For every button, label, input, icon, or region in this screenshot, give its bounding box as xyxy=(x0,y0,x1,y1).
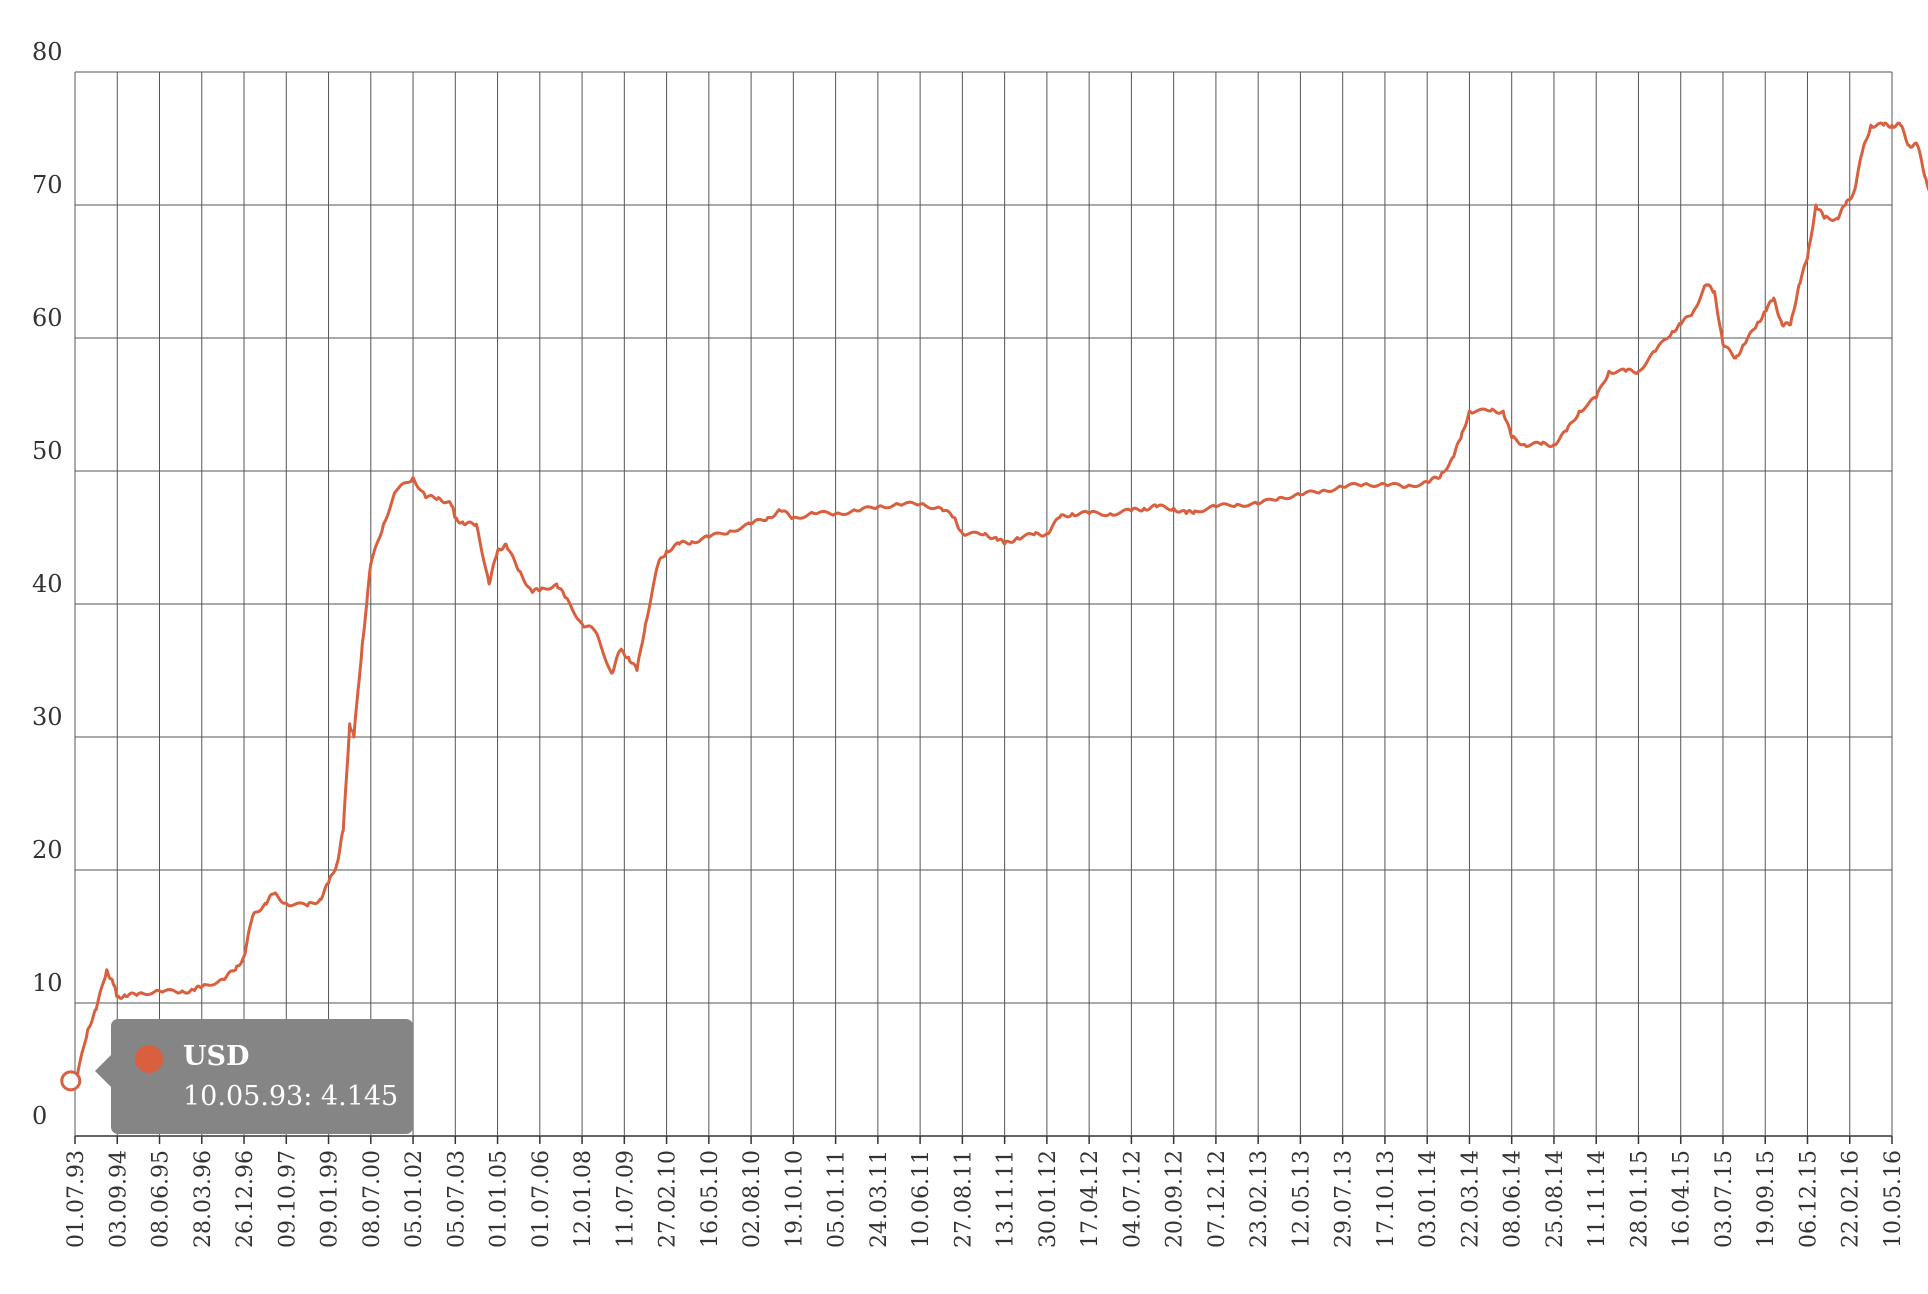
x-tick-label: 12.01.08 xyxy=(571,1150,596,1248)
y-tick-label: 30 xyxy=(32,703,63,731)
series-line-usd xyxy=(70,121,1928,1084)
x-tick-label: 10.06.11 xyxy=(909,1150,934,1248)
x-tick-label: 05.01.02 xyxy=(402,1150,427,1248)
x-tick-label: 25.08.14 xyxy=(1543,1150,1568,1248)
x-tick-label: 23.02.13 xyxy=(1247,1150,1272,1248)
x-tick-label: 03.01.14 xyxy=(1416,1150,1441,1248)
x-tick-label: 29.07.13 xyxy=(1332,1150,1357,1248)
tooltip-series-name: USD xyxy=(183,1041,250,1072)
x-tick-label: 24.03.11 xyxy=(867,1150,892,1248)
x-tick-label: 04.07.12 xyxy=(1120,1150,1145,1248)
y-tick-label: 10 xyxy=(32,969,63,997)
x-tick-label: 19.10.10 xyxy=(782,1150,807,1248)
y-gridlines xyxy=(75,71,1892,1137)
x-tick-label: 11.11.14 xyxy=(1585,1150,1610,1248)
x-tick-label: 09.01.99 xyxy=(318,1150,343,1248)
x-tick-label: 17.04.12 xyxy=(1078,1150,1103,1248)
x-tick-label: 16.04.15 xyxy=(1670,1150,1695,1248)
x-tick-label: 01.07.06 xyxy=(529,1150,554,1248)
x-tick-label: 01.01.05 xyxy=(487,1150,512,1248)
y-tick-label: 70 xyxy=(32,171,63,199)
x-tick-label: 08.06.95 xyxy=(149,1150,174,1248)
y-tick-label: 50 xyxy=(32,437,63,465)
x-tick-label: 28.03.96 xyxy=(191,1150,216,1248)
x-tick-label: 10.05.16 xyxy=(1881,1150,1906,1248)
x-gridlines xyxy=(74,72,1893,1144)
x-tick-label: 07.12.12 xyxy=(1205,1150,1230,1248)
x-tick-label: 03.07.15 xyxy=(1712,1150,1737,1248)
y-tick-label: 60 xyxy=(32,304,63,332)
x-tick-label: 12.05.13 xyxy=(1289,1150,1314,1248)
x-tick-labels: 01.07.93 03.09.94 08.06.95 28.03.96 26.12.96… xyxy=(64,1150,1906,1248)
tooltip-value: 10.05.93: 4.145 xyxy=(183,1081,399,1112)
y-tick-label: 0 xyxy=(32,1102,47,1130)
x-tick-label: 01.07.93 xyxy=(64,1150,89,1248)
x-tick-label: 20.09.12 xyxy=(1163,1150,1188,1248)
hover-point-marker[interactable] xyxy=(60,1070,82,1092)
y-tick-labels: 0 10 20 30 40 50 60 70 80 xyxy=(32,38,63,1130)
x-tick-label: 19.09.15 xyxy=(1754,1150,1779,1248)
x-tick-label: 27.02.10 xyxy=(656,1150,681,1248)
x-tick-label: 08.07.00 xyxy=(360,1150,385,1248)
x-tick-label: 09.10.97 xyxy=(275,1150,300,1248)
x-tick-label: 05.01.11 xyxy=(825,1150,850,1248)
x-tick-label: 06.12.15 xyxy=(1796,1150,1821,1248)
x-tick-label: 22.02.16 xyxy=(1839,1150,1864,1248)
x-tick-label: 03.09.94 xyxy=(106,1150,131,1248)
y-tick-label: 80 xyxy=(32,38,63,66)
series-color-dot xyxy=(135,1045,163,1073)
x-tick-label: 05.07.03 xyxy=(444,1150,469,1248)
tooltip: USD 10.05.93: 4.145 xyxy=(95,1019,413,1134)
x-tick-label: 17.10.13 xyxy=(1374,1150,1399,1248)
x-tick-label: 30.01.12 xyxy=(1036,1150,1061,1248)
x-tick-label: 08.06.14 xyxy=(1501,1150,1526,1248)
x-tick-label: 22.03.14 xyxy=(1458,1150,1483,1248)
y-tick-label: 40 xyxy=(32,570,63,598)
x-tick-label: 11.07.09 xyxy=(613,1150,638,1248)
x-tick-label: 13.11.11 xyxy=(994,1150,1019,1248)
x-tick-label: 27.08.11 xyxy=(951,1150,976,1248)
x-tick-label: 02.08.10 xyxy=(740,1150,765,1248)
x-tick-label: 26.12.96 xyxy=(233,1150,258,1248)
y-tick-label: 20 xyxy=(32,836,63,864)
x-tick-label: 16.05.10 xyxy=(698,1150,723,1248)
x-tick-label: 28.01.15 xyxy=(1627,1150,1652,1248)
